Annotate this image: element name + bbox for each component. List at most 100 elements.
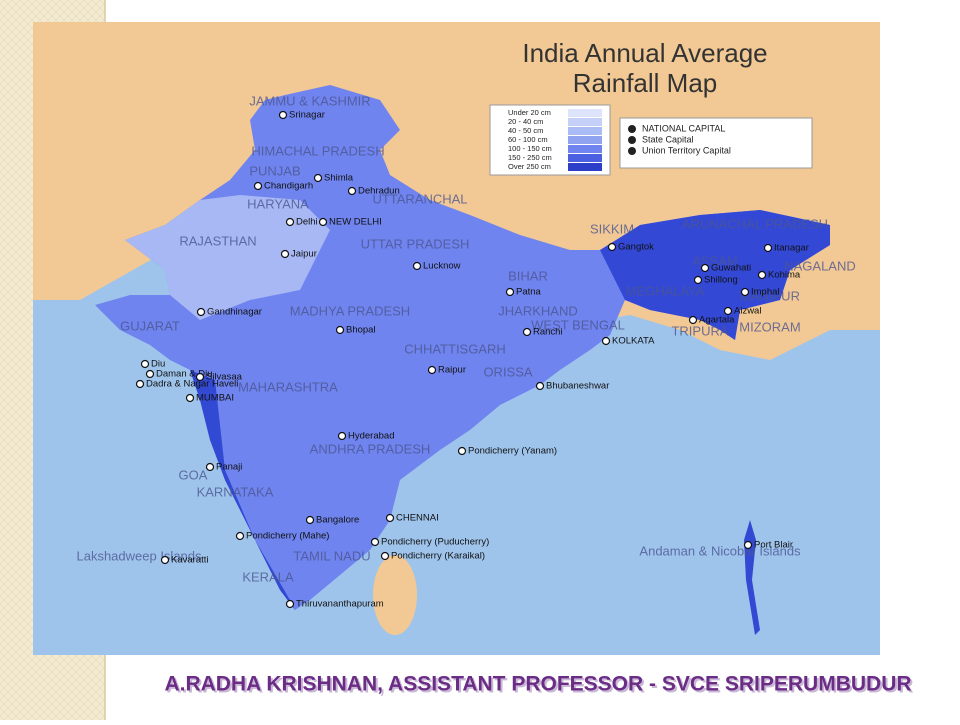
city-label: Dadra & Nagar Haveli — [146, 379, 238, 390]
city-marker — [757, 270, 767, 280]
city-marker — [196, 307, 206, 317]
footer: A.RADHA KRISHNAN, ASSISTANT PROFESSOR - … — [164, 673, 911, 696]
region-label: MEGHALAYA — [626, 283, 705, 298]
region-label: TAMIL NADU — [293, 548, 370, 563]
city-marker — [145, 369, 155, 379]
legend-label: NATIONAL CAPITAL — [642, 123, 725, 133]
city-label: Pondicherry (Mahe) — [246, 531, 329, 542]
city-marker — [285, 599, 295, 609]
region-label: KERALA — [242, 569, 294, 584]
city-label: MUMBAI — [196, 393, 234, 404]
city-label: KOLKATA — [612, 336, 655, 347]
legend-symbol — [628, 125, 636, 133]
region-label: BIHAR — [508, 268, 548, 283]
region-label: MAHARASHTRA — [238, 379, 338, 394]
city-marker — [457, 446, 467, 456]
region-label: KARNATAKA — [197, 484, 274, 499]
city-marker — [135, 379, 145, 389]
footer-shadow: A.RADHA KRISHNAN, ASSISTANT PROFESSOR - … — [166, 675, 913, 698]
city-label: Ranchi — [533, 327, 563, 338]
wet-coast — [190, 370, 295, 610]
city-label: Bhopal — [346, 325, 376, 336]
sri-lanka — [373, 555, 417, 635]
map-title: Rainfall Map — [573, 68, 718, 98]
city-label: Pondicherry (Karaikal) — [391, 551, 485, 562]
city-marker — [688, 315, 698, 325]
city-label: Lucknow — [423, 261, 461, 272]
city-label: Agartala — [699, 315, 735, 326]
region-label: UTTARANCHAL — [372, 191, 467, 206]
region-label: NAGALAND — [784, 258, 856, 273]
city-marker — [160, 555, 170, 565]
region-label: WEST BENGAL — [531, 317, 625, 332]
city-marker — [280, 249, 290, 259]
city-label: Jaipur — [291, 249, 317, 260]
city-label: Diu — [151, 359, 165, 370]
city-marker — [740, 287, 750, 297]
legend-swatch — [568, 118, 602, 126]
region-label: MIZORAM — [739, 319, 800, 334]
city-label: Itanagar — [774, 243, 809, 254]
legend-symbol — [628, 147, 636, 155]
region-label: ORISSA — [483, 364, 532, 379]
city-label: Patna — [516, 287, 542, 298]
city-marker — [505, 287, 515, 297]
city-label: Delhi — [296, 217, 318, 228]
legend-label: Over 250 cm — [508, 162, 551, 171]
city-marker — [427, 365, 437, 375]
city-marker — [601, 336, 611, 346]
region-label: ANDHRA PRADESH — [310, 441, 431, 456]
city-label: Daman & Diu — [156, 369, 213, 380]
region-label: ARUNACHAL PRADESH — [682, 216, 828, 231]
city-label: Imphal — [751, 287, 780, 298]
city-marker — [607, 242, 617, 252]
region-label: HIMACHAL PRADESH — [251, 143, 384, 158]
city-label: Dehradun — [358, 186, 400, 197]
city-marker — [743, 540, 753, 550]
region-label: TRIPURA — [671, 323, 728, 338]
city-marker — [205, 462, 215, 472]
region-label: JAMMU & KASHMIR — [249, 93, 370, 108]
city-marker — [305, 515, 315, 525]
legend-label: 100 - 150 cm — [508, 144, 552, 153]
city-label: Chandigarh — [264, 181, 313, 192]
legend-swatch — [568, 163, 602, 171]
map-title: India Annual Average — [522, 38, 767, 68]
city-marker — [253, 181, 263, 191]
city-label: NEW DELHI — [329, 217, 382, 228]
city-label: Hyderabad — [348, 431, 394, 442]
city-marker — [522, 327, 532, 337]
wet-northeast — [600, 210, 830, 340]
region-label: SIKKIM — [590, 221, 634, 236]
region-label: Lakshadweep Islands — [76, 548, 202, 563]
city-marker — [285, 217, 295, 227]
city-label: Aizwal — [734, 306, 761, 317]
city-label: Thiruvananthapuram — [296, 599, 384, 610]
region-label: GOA — [179, 467, 208, 482]
legend-label: 40 - 50 cm — [508, 126, 543, 135]
city-label: Shimla — [324, 173, 354, 184]
city-label: Bangalore — [316, 515, 359, 526]
legend-label: 20 - 40 cm — [508, 117, 543, 126]
city-marker — [347, 186, 357, 196]
city-marker — [335, 325, 345, 335]
legend-label: 150 - 250 cm — [508, 153, 552, 162]
city-label: Port Blair — [754, 540, 793, 551]
city-marker — [195, 372, 205, 382]
legend-swatch — [568, 109, 602, 117]
city-label: Raipur — [438, 365, 466, 376]
city-label: Pondicherry (Yanam) — [468, 446, 557, 457]
city-label: Gandhinagar — [207, 307, 262, 318]
legend-swatch — [568, 145, 602, 153]
city-marker — [700, 263, 710, 273]
city-label: Guwahati — [711, 263, 751, 274]
city-marker — [385, 513, 395, 523]
city-marker — [693, 275, 703, 285]
dry-zone — [125, 195, 330, 320]
city-label: Gangtok — [618, 242, 654, 253]
region-label: HARYANA — [247, 196, 309, 211]
map-image — [33, 22, 880, 655]
region-label: PUNJAB — [249, 163, 300, 178]
region-label: MANIPUR — [740, 288, 800, 303]
legend-swatch — [568, 127, 602, 135]
